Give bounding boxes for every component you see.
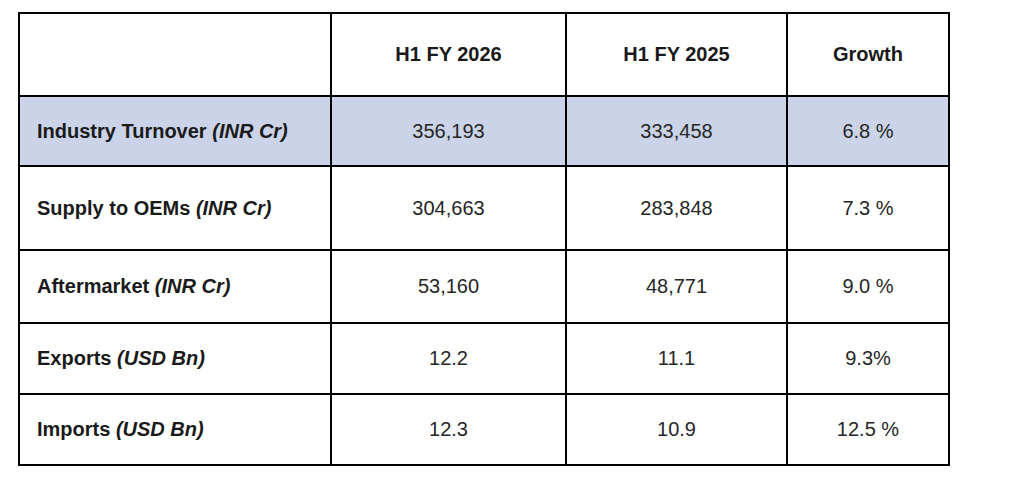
value-growth: 9.3% <box>787 323 949 394</box>
value-h1-fy-2025: 11.1 <box>566 323 787 394</box>
value-h1-fy-2025: 10.9 <box>566 394 787 465</box>
header-blank-cell <box>19 13 331 96</box>
header-h1-fy-2026: H1 FY 2026 <box>331 13 566 96</box>
metric-unit: (INR Cr) <box>196 197 272 219</box>
value-h1-fy-2026: 304,663 <box>331 166 566 250</box>
metric-unit: (USD Bn) <box>117 347 205 369</box>
table-row-supply-to-oems: Supply to OEMs (INR Cr) 304,663 283,848 … <box>19 166 949 250</box>
header-h1-fy-2025: H1 FY 2025 <box>566 13 787 96</box>
table-row-exports: Exports (USD Bn) 12.2 11.1 9.3% <box>19 323 949 394</box>
value-growth: 12.5 % <box>787 394 949 465</box>
row-label: Imports (USD Bn) <box>19 394 331 465</box>
metric-name: Imports <box>37 418 110 440</box>
value-growth: 7.3 % <box>787 166 949 250</box>
header-row: H1 FY 2026 H1 FY 2025 Growth <box>19 13 949 96</box>
metric-name: Aftermarket <box>37 275 149 297</box>
value-h1-fy-2026: 12.3 <box>331 394 566 465</box>
metric-unit: (INR Cr) <box>212 120 288 142</box>
metric-unit: (INR Cr) <box>155 275 231 297</box>
value-h1-fy-2026: 53,160 <box>331 250 566 323</box>
row-label: Exports (USD Bn) <box>19 323 331 394</box>
row-label: Industry Turnover (INR Cr) <box>19 96 331 166</box>
industry-stats-table: H1 FY 2026 H1 FY 2025 Growth Industry Tu… <box>18 12 950 466</box>
value-h1-fy-2025: 48,771 <box>566 250 787 323</box>
value-h1-fy-2026: 12.2 <box>331 323 566 394</box>
row-label: Supply to OEMs (INR Cr) <box>19 166 331 250</box>
table-row-industry-turnover: Industry Turnover (INR Cr) 356,193 333,4… <box>19 96 949 166</box>
row-label: Aftermarket (INR Cr) <box>19 250 331 323</box>
value-h1-fy-2025: 333,458 <box>566 96 787 166</box>
metric-name: Industry Turnover <box>37 120 207 142</box>
page-canvas: H1 FY 2026 H1 FY 2025 Growth Industry Tu… <box>0 0 1024 498</box>
header-growth: Growth <box>787 13 949 96</box>
table-row-imports: Imports (USD Bn) 12.3 10.9 12.5 % <box>19 394 949 465</box>
metric-unit: (USD Bn) <box>116 418 204 440</box>
metric-name: Exports <box>37 347 111 369</box>
value-growth: 6.8 % <box>787 96 949 166</box>
value-growth: 9.0 % <box>787 250 949 323</box>
metric-name: Supply to OEMs <box>37 197 190 219</box>
value-h1-fy-2026: 356,193 <box>331 96 566 166</box>
table-row-aftermarket: Aftermarket (INR Cr) 53,160 48,771 9.0 % <box>19 250 949 323</box>
value-h1-fy-2025: 283,848 <box>566 166 787 250</box>
